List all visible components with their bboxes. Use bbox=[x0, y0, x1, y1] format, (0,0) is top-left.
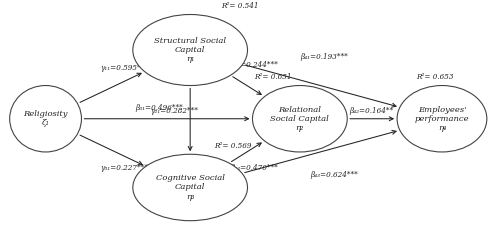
Text: γ₃₁=0.227***: γ₃₁=0.227*** bbox=[100, 164, 148, 172]
Text: R²= 0.653: R²= 0.653 bbox=[416, 73, 453, 81]
Text: β₂₃=0.470***: β₂₃=0.470*** bbox=[230, 164, 278, 172]
Text: Employees'
performance
η₄: Employees' performance η₄ bbox=[414, 106, 470, 132]
Text: β₄₂=0.164**: β₄₂=0.164** bbox=[350, 107, 394, 115]
Text: Cognitive Social
Capital
η₃: Cognitive Social Capital η₃ bbox=[156, 174, 224, 201]
Text: Structural Social
Capital
η₁: Structural Social Capital η₁ bbox=[154, 37, 226, 63]
Ellipse shape bbox=[397, 85, 487, 152]
Text: R²= 0.651: R²= 0.651 bbox=[254, 73, 291, 81]
Text: Religiosity
ζ₁: Religiosity ζ₁ bbox=[24, 110, 68, 127]
Text: β₃₁=0.496***: β₃₁=0.496*** bbox=[135, 104, 182, 113]
Ellipse shape bbox=[10, 85, 82, 152]
Text: γ₂₁=0.282***: γ₂₁=0.282*** bbox=[150, 107, 198, 115]
Text: β₄₁=0.193***: β₄₁=0.193*** bbox=[300, 53, 348, 61]
Text: R²= 0.569: R²= 0.569 bbox=[214, 142, 252, 150]
Text: β₂₁=0.244***: β₂₁=0.244*** bbox=[230, 61, 278, 69]
Ellipse shape bbox=[252, 85, 347, 152]
Text: β₄₃=0.624***: β₄₃=0.624*** bbox=[310, 171, 358, 179]
Text: Relational
Social Capital
η₂: Relational Social Capital η₂ bbox=[270, 106, 329, 132]
Ellipse shape bbox=[133, 154, 248, 221]
Text: γ₁₁=0.595***: γ₁₁=0.595*** bbox=[100, 64, 148, 72]
Text: R²= 0.541: R²= 0.541 bbox=[222, 2, 259, 10]
Ellipse shape bbox=[133, 15, 248, 85]
